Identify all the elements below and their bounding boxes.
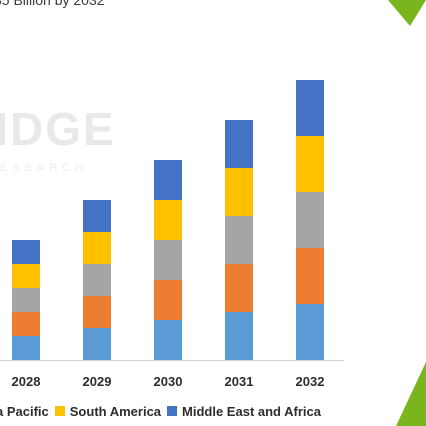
bar-segment-2028-s2 [12, 312, 40, 336]
bar-segment-2030-s3 [154, 240, 182, 280]
bar-segment-2029-s3 [83, 264, 111, 296]
bar-segment-2032-s1 [296, 304, 324, 360]
bar-segment-2029-s5 [83, 200, 111, 232]
bar-segment-2030-s5 [154, 160, 182, 200]
bar-segment-2031-s5 [225, 120, 253, 168]
x-tick-label-2029: 2029 [83, 374, 112, 389]
bar-segment-2028-s1 [12, 336, 40, 360]
legend-item-1: South America [54, 403, 162, 419]
bar-segment-2031-s1 [225, 312, 253, 360]
bar-segment-2029-s1 [83, 328, 111, 360]
legend-label: a Pacific [0, 403, 49, 419]
bar-segment-2031-s3 [225, 216, 253, 264]
green-accent-top [388, 0, 426, 26]
x-tick-label-2031: 2031 [225, 374, 254, 389]
watermark-tagline: ESEARCH [0, 162, 89, 174]
legend-item-0: a Pacific [0, 404, 49, 419]
bar-segment-2031-s2 [225, 264, 253, 312]
legend-swatch [54, 406, 65, 416]
legend-item-2: Middle East and Africa [167, 404, 321, 419]
legend: a Pacific South America Middle East and Af… [0, 403, 323, 419]
chart-title: 35 Billion by 2032 [0, 0, 105, 8]
bar-segment-2030-s4 [154, 200, 182, 240]
green-accent-bottom [396, 362, 426, 426]
watermark-logo: RIDGE [0, 103, 116, 155]
legend-label: South America [69, 403, 162, 419]
x-tick-label-2032: 2032 [296, 374, 325, 389]
x-tick-label-2028: 2028 [12, 374, 41, 389]
bar-segment-2028-s5 [12, 240, 40, 264]
bar-segment-2030-s2 [154, 280, 182, 320]
bar-segment-2032-s4 [296, 136, 324, 192]
bar-segment-2028-s4 [12, 264, 40, 288]
x-tick-label-2030: 2030 [154, 374, 183, 389]
x-tick-labels: 2028 2029 2030 2031 2032 [12, 374, 325, 389]
bar-segment-2030-s1 [154, 320, 182, 360]
legend-swatch [167, 406, 178, 416]
bar-segment-2028-s3 [12, 288, 40, 312]
bar-segment-2029-s4 [83, 232, 111, 264]
bars-group [12, 80, 324, 360]
bar-segment-2031-s4 [225, 168, 253, 216]
bar-segment-2029-s2 [83, 296, 111, 328]
bar-segment-2032-s5 [296, 80, 324, 136]
legend-label: Middle East and Africa [182, 403, 321, 419]
bar-segment-2032-s2 [296, 248, 324, 304]
bar-segment-2032-s3 [296, 192, 324, 248]
